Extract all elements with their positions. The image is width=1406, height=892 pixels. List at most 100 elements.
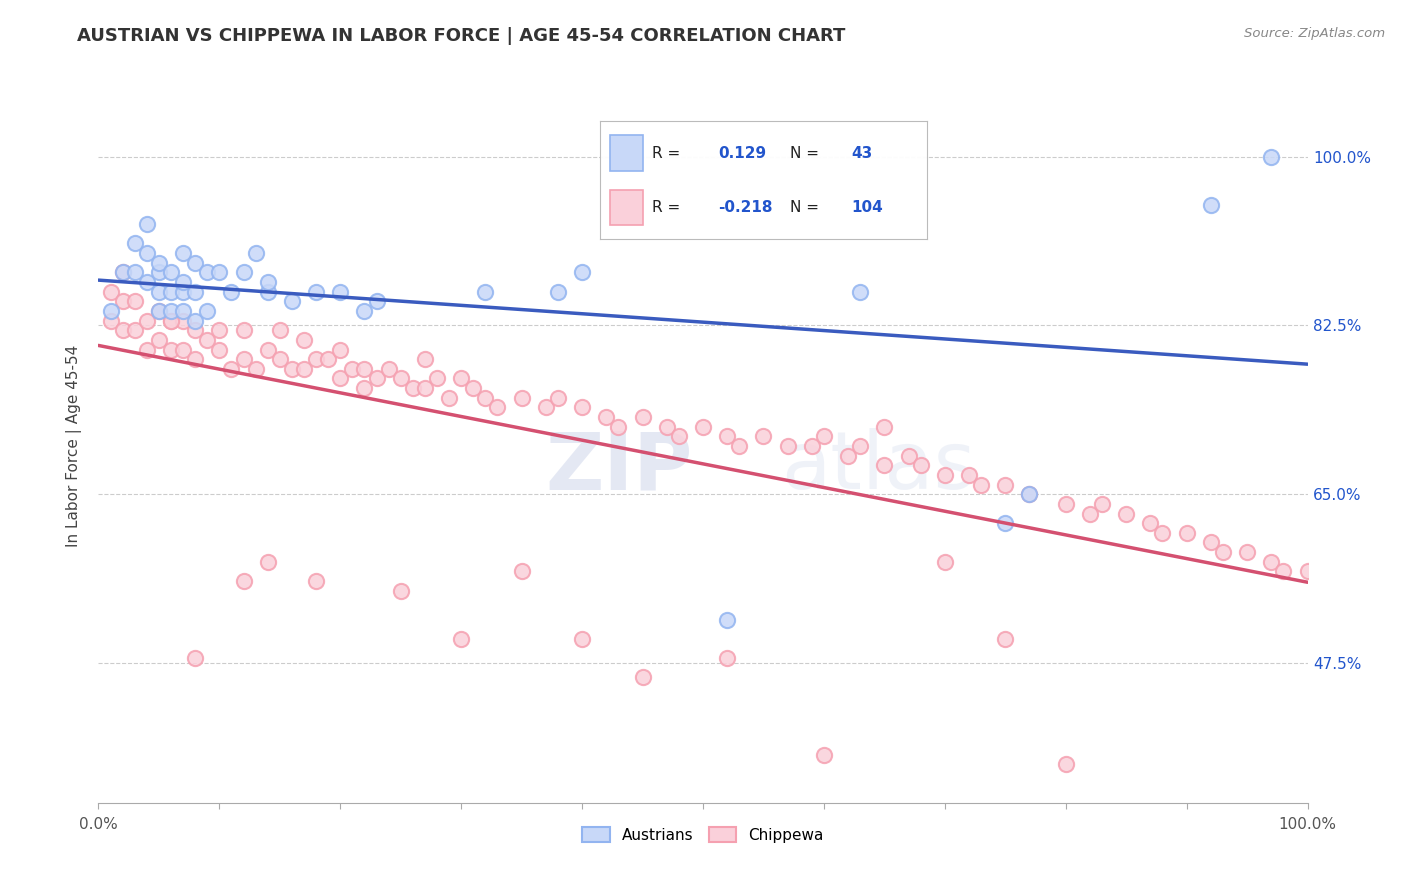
Point [571, 632, 593, 646]
Point [292, 362, 315, 376]
Point [413, 381, 436, 395]
Point [172, 343, 194, 357]
Point [135, 275, 157, 289]
Point [692, 419, 714, 434]
Point [1212, 545, 1234, 559]
Point [221, 285, 243, 299]
Point [148, 285, 170, 299]
Point [135, 313, 157, 327]
Point [316, 352, 339, 367]
Y-axis label: In Labor Force | Age 45-54: In Labor Force | Age 45-54 [66, 345, 83, 547]
Point [160, 343, 183, 357]
Point [776, 439, 799, 453]
Point [510, 391, 533, 405]
Point [111, 323, 134, 337]
Point [135, 246, 157, 260]
Legend: Austrians, Chippewa: Austrians, Chippewa [576, 821, 830, 848]
Point [547, 285, 569, 299]
Point [148, 256, 170, 270]
Point [571, 265, 593, 279]
Point [873, 458, 896, 473]
Point [1152, 525, 1174, 540]
Point [111, 294, 134, 309]
Point [148, 265, 170, 279]
Point [1091, 497, 1114, 511]
Point [232, 352, 254, 367]
Point [668, 429, 690, 443]
Point [1296, 565, 1319, 579]
Point [716, 651, 738, 665]
Point [897, 449, 920, 463]
Point [100, 285, 122, 299]
Point [463, 381, 485, 395]
Point [184, 323, 207, 337]
Point [534, 401, 557, 415]
Point [426, 371, 449, 385]
Point [353, 381, 375, 395]
Point [135, 343, 157, 357]
Text: Source: ZipAtlas.com: Source: ZipAtlas.com [1244, 27, 1385, 40]
Point [1054, 497, 1077, 511]
Point [1078, 507, 1101, 521]
Point [195, 265, 218, 279]
Point [172, 285, 194, 299]
Point [655, 419, 678, 434]
Point [160, 313, 183, 327]
Point [184, 285, 207, 299]
Point [172, 246, 194, 260]
Point [111, 265, 134, 279]
Point [474, 285, 496, 299]
Point [377, 362, 399, 376]
Point [800, 439, 823, 453]
Point [305, 285, 328, 299]
Point [1054, 757, 1077, 772]
Point [184, 256, 207, 270]
Point [728, 439, 751, 453]
Point [595, 410, 617, 425]
Point [329, 285, 352, 299]
Point [208, 343, 231, 357]
Point [1260, 150, 1282, 164]
Point [994, 632, 1017, 646]
Point [994, 516, 1017, 530]
Point [245, 362, 267, 376]
Point [221, 362, 243, 376]
Point [1175, 525, 1198, 540]
Point [160, 313, 183, 327]
Point [437, 391, 460, 405]
Point [184, 313, 207, 327]
Point [305, 352, 328, 367]
Point [366, 371, 388, 385]
Point [450, 371, 472, 385]
Point [269, 323, 291, 337]
Point [910, 458, 932, 473]
Point [1139, 516, 1161, 530]
Point [413, 352, 436, 367]
Point [1260, 555, 1282, 569]
Point [353, 304, 375, 318]
Point [172, 304, 194, 318]
Point [281, 362, 304, 376]
Point [716, 429, 738, 443]
Point [124, 294, 146, 309]
Point [813, 429, 835, 443]
Point [1199, 198, 1222, 212]
Point [160, 304, 183, 318]
Point [547, 391, 569, 405]
Point [389, 371, 412, 385]
Point [510, 565, 533, 579]
Point [450, 632, 472, 646]
Point [172, 313, 194, 327]
Point [208, 265, 231, 279]
Point [269, 352, 291, 367]
Point [1115, 507, 1137, 521]
Point [100, 304, 122, 318]
Point [292, 333, 315, 347]
Point [353, 362, 375, 376]
Point [184, 352, 207, 367]
Point [232, 323, 254, 337]
Point [329, 371, 352, 385]
Point [1272, 565, 1295, 579]
Point [100, 313, 122, 327]
Point [837, 449, 859, 463]
